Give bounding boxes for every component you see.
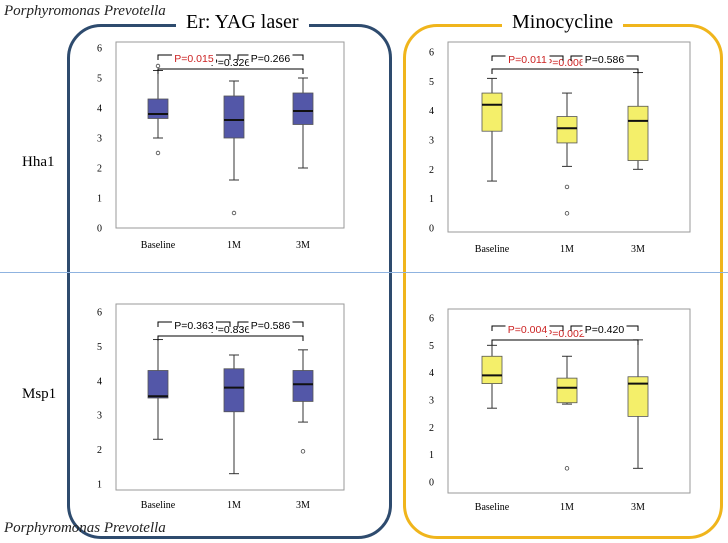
p-value-label: P=0.420 [585,324,625,336]
box-1M [556,116,578,144]
plot-area-frame [115,303,345,491]
box-Baseline [481,92,503,132]
y-tick-label-3: 3 [429,396,434,407]
p-label-background [505,324,550,336]
x-category-label-Baseline: Baseline [141,240,176,251]
comparison-bracket [491,68,639,74]
box-1M [223,368,245,413]
plot-area-frame [447,41,691,233]
p-label-background [248,320,293,332]
laser-group-title: Er: YAG laser [176,11,309,34]
y-tick-label-4: 4 [97,376,102,387]
p-label-background [582,54,627,66]
y-tick-label-3: 3 [97,134,102,145]
row-divider [0,272,728,273]
y-tick-label-2: 2 [429,423,434,434]
plot-area-frame [447,308,691,494]
x-category-label-1M: 1M [560,502,574,513]
x-category-label-3M: 3M [631,502,645,513]
y-tick-label-4: 4 [429,368,434,379]
outlier-point [564,184,570,190]
box-3M [292,92,314,125]
outlier-point [155,150,161,156]
p-label-background [172,53,216,65]
y-tick-label-4: 4 [429,106,434,117]
y-tick-label-6: 6 [429,314,434,325]
box-1M [556,377,578,404]
p-value-label: P=0.004 [508,324,548,336]
y-tick-label-6: 6 [97,308,102,319]
outlier-point [564,211,570,216]
y-tick-label-0: 0 [97,224,102,235]
x-category-label-1M: 1M [227,240,241,251]
p-value-label: P=0.326 [211,57,251,69]
box-3M [627,376,649,417]
y-tick-label-0: 0 [429,478,434,489]
p-value-label: P=0.363 [174,320,214,332]
y-tick-label-6: 6 [97,44,102,55]
p-value-label: P=0.011 [508,54,547,66]
p-value-label: P=0.002 [545,328,585,340]
y-tick-label-5: 5 [97,342,102,353]
box-1M [223,95,245,139]
species-label-top: Porphyromonas Prevotella [4,3,166,19]
y-tick-label-5: 5 [429,341,434,352]
y-tick-label-1: 1 [97,480,102,491]
comparison-bracket [491,339,639,345]
species-label-bottom: Porphyromonas Prevotella [4,520,166,536]
x-category-label-3M: 3M [296,240,310,251]
p-value-label: P=0.586 [251,320,291,332]
box-3M [627,105,649,161]
row-label-msp1: Msp1 [22,386,57,402]
row-label-hha1: Hha1 [22,154,55,170]
x-category-label-Baseline: Baseline [475,244,510,255]
box-Baseline [481,355,503,385]
y-tick-label-2: 2 [97,164,102,175]
outlier-point [231,210,237,216]
p-value-label: P=0.836 [211,324,251,336]
minocycline-group-title: Minocycline [502,11,624,34]
x-category-label-Baseline: Baseline [141,500,176,511]
y-tick-label-1: 1 [429,194,434,205]
y-tick-label-0: 0 [429,224,434,235]
x-category-label-3M: 3M [631,244,645,255]
p-value-label: P=0.586 [585,54,625,66]
outlier-point [300,449,306,454]
p-label-background [248,53,293,65]
p-value-label: P=0.266 [251,53,291,65]
box-Baseline [147,98,169,119]
y-tick-label-4: 4 [97,104,102,115]
y-tick-label-5: 5 [97,74,102,85]
y-tick-label-2: 2 [429,165,434,176]
y-tick-label-3: 3 [97,411,102,422]
y-tick-label-3: 3 [429,136,434,147]
p-value-label: P=0.006 [545,57,585,69]
y-tick-label-1: 1 [429,450,434,461]
outlier-point [564,466,570,471]
comparison-bracket [157,68,304,74]
box-3M [292,370,314,402]
y-tick-label-5: 5 [429,77,434,88]
x-category-label-1M: 1M [560,244,574,255]
p-label-background [582,324,627,336]
y-tick-label-6: 6 [429,48,434,59]
y-tick-label-1: 1 [97,194,102,205]
x-category-label-3M: 3M [296,500,310,511]
plot-area-frame [115,41,345,229]
y-tick-label-2: 2 [97,445,102,456]
outlier-point [155,63,161,69]
comparison-bracket [157,335,304,341]
p-value-label: P=0.015 [174,53,214,65]
box-Baseline [147,370,169,399]
p-label-background [172,320,216,332]
x-category-label-Baseline: Baseline [475,502,510,513]
p-label-background [505,54,550,66]
x-category-label-1M: 1M [227,500,241,511]
